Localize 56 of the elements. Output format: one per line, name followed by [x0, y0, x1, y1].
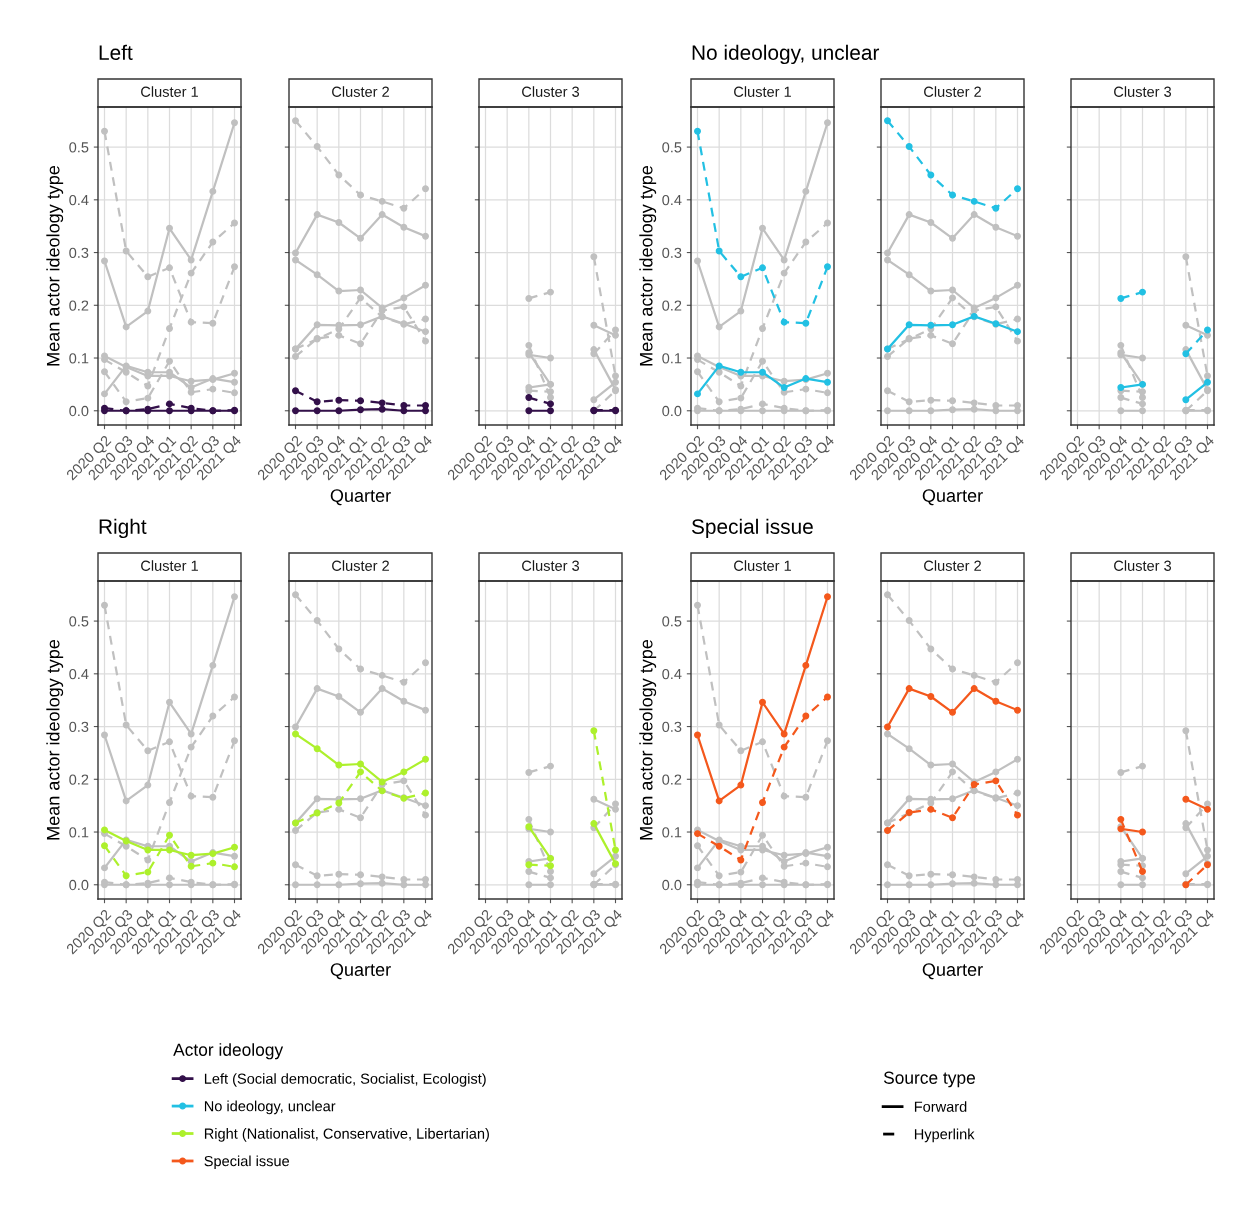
y-tick-label: 0.5 [69, 616, 89, 627]
y-tick-label: 0.1 [662, 827, 682, 838]
legend-label: Hyperlink [914, 1128, 975, 1143]
legend-label: Special issue [204, 1155, 290, 1170]
y-tick-label: 0.4 [662, 668, 682, 680]
y-tick-label: 0.1 [69, 353, 89, 364]
chart-subtitle: Cluster 3 [522, 86, 580, 97]
chart-subtitle: Cluster 1 [734, 86, 791, 97]
y-tick-label: 0.0 [662, 879, 682, 891]
x-axis-title: Quarter [922, 963, 983, 980]
chart-subtitle: Cluster 2 [924, 560, 981, 571]
y-tick-label: 0.4 [69, 194, 89, 206]
y-tick-label: 0.5 [69, 142, 89, 153]
y-tick-label: 0.4 [69, 668, 89, 680]
y-tick-label: 0.1 [662, 353, 682, 364]
y-tick-label: 0.2 [662, 300, 682, 311]
y-tick-label: 0.2 [662, 774, 682, 785]
chart-subtitle: Cluster 2 [332, 86, 389, 97]
chart-subtitle: Cluster 3 [1114, 86, 1172, 97]
y-tick-label: 0.0 [69, 879, 89, 891]
chart-title: Right [99, 518, 147, 539]
y-tick-label: 0.2 [69, 774, 89, 785]
chart-subtitle: Cluster 3 [1114, 560, 1172, 571]
chart-title: No ideology, unclear [692, 44, 880, 65]
y-tick-label: 0.3 [662, 721, 682, 732]
y-tick-label: 0.5 [662, 142, 682, 153]
y-tick-label: 0.2 [69, 300, 89, 311]
legend-title: Source type [883, 1071, 975, 1088]
y-axis-title: Mean actor ideology type [639, 639, 657, 840]
chart-subtitle: Cluster 2 [332, 560, 389, 571]
chart-subtitle: Cluster 1 [734, 560, 791, 571]
legend-label: No ideology, unclear [204, 1100, 336, 1115]
y-tick-label: 0.4 [662, 194, 682, 206]
legend-title: Actor ideology [173, 1043, 284, 1060]
chart-subtitle: Cluster 3 [522, 560, 580, 571]
y-tick-label: 0.5 [662, 616, 682, 627]
x-axis-title: Quarter [330, 489, 391, 506]
y-tick-label: 0.0 [662, 405, 682, 417]
y-axis-title: Mean actor ideology type [46, 165, 64, 366]
chart-subtitle: Cluster 2 [924, 86, 981, 97]
y-tick-label: 0.0 [69, 405, 89, 417]
legend-label: Left (Social democratic, Socialist, Ecologist) [204, 1073, 486, 1087]
y-tick-label: 0.1 [69, 827, 89, 838]
y-tick-label: 0.3 [662, 247, 682, 258]
chart-title: Left [99, 44, 133, 60]
chart-title: Special issue [691, 518, 813, 539]
legend-label: Forward [914, 1101, 967, 1112]
chart-subtitle: Cluster 1 [141, 86, 198, 97]
y-axis-title: Mean actor ideology type [639, 165, 657, 366]
legend-label: Right (Nationalist, Conservative, Libertarian) [204, 1128, 489, 1142]
y-tick-label: 0.3 [69, 721, 89, 732]
chart-subtitle: Cluster 1 [141, 560, 198, 571]
x-axis-title: Quarter [922, 489, 983, 506]
x-axis-title: Quarter [330, 963, 391, 980]
y-tick-label: 0.3 [69, 247, 89, 258]
y-axis-title: Mean actor ideology type [46, 639, 64, 840]
